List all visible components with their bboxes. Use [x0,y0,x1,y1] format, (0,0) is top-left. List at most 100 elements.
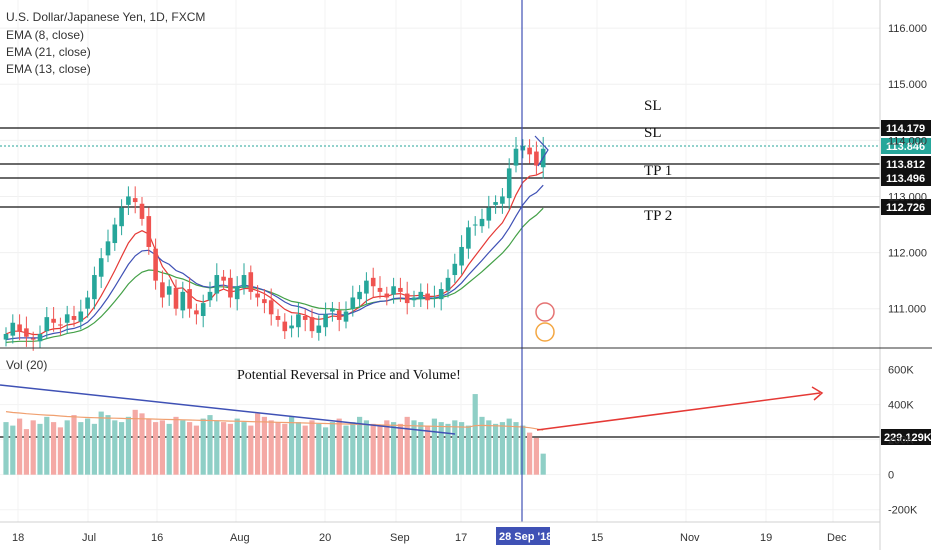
candle-body [44,317,50,332]
tp2-label: TP 2 [644,208,673,224]
volume-legend[interactable]: Vol (20) [6,358,48,372]
candle-body [228,277,233,298]
candle-body [323,314,328,328]
price-tick-label: 111.000 [888,304,926,316]
volume-bar [452,420,458,475]
candle-body [459,246,464,266]
volume-bar [64,420,70,475]
candle-body [30,338,36,340]
volume-bar [438,422,444,475]
ema-21-line [5,207,544,343]
volume-bar [57,427,63,475]
candle-body [24,328,29,337]
drawings: 28 Sep '18 [0,0,824,545]
crosshair-date-label: 28 Sep '18 [499,531,552,543]
candle-body [105,241,111,256]
volume-bar [30,420,36,475]
candle-body [275,316,281,320]
ema-21-legend[interactable]: EMA (21, close) [6,45,91,59]
volume-bar [377,425,383,475]
volume-ma-line [5,411,544,431]
volume-bar [17,418,23,475]
volume-trendline [0,384,456,435]
volume-bar [71,415,77,475]
time-tick-label: 16 [151,532,163,544]
ema-13-legend[interactable]: EMA (13, close) [6,62,91,76]
candle-body [452,263,458,276]
candle-body [166,286,172,295]
price-tick-label: 115.000 [888,79,927,91]
candle-body [336,310,342,320]
candle-body [37,333,43,342]
candle-body [506,168,512,199]
time-tick-label: 19 [760,532,772,544]
time-tick-label: 17 [455,532,467,544]
volume-bar [472,394,478,475]
last-price-label: 113.846 [886,141,925,153]
time-tick-label: 20 [319,532,331,544]
candle-body [126,196,131,205]
volume-bar [282,423,288,475]
level-price-label: 112.726 [886,202,925,214]
candle-body [234,286,240,300]
volume-bar [513,422,519,475]
volume-tick-label: -200K [888,505,918,517]
candle-body [64,314,70,323]
candle-body [513,148,519,166]
sl-label-2: SL [644,125,662,141]
volume-tick-label: 0 [888,470,894,482]
volume-bar [193,425,199,475]
volume-bar [391,422,397,475]
volume-bar [533,437,539,475]
ema-8-legend[interactable]: EMA (8, close) [6,28,85,42]
event-badge-earnings [535,322,555,342]
candle-body [418,291,424,300]
candle-body [343,311,349,322]
volume-bar [425,425,431,475]
reversal-arrow [536,392,821,431]
volume-bar [459,422,465,475]
candle-body [160,282,165,298]
volume-bar [357,416,363,475]
candle-body [214,275,220,294]
volume-bar [261,416,267,475]
time-tick-label: 15 [591,532,603,544]
tp1-label: TP 1 [644,163,673,179]
candle-body [153,248,158,281]
volume-bar [248,425,254,475]
volume-bar [520,425,526,475]
candle-body [330,308,335,312]
candle-body [255,293,260,298]
candle-body [221,276,226,281]
volume-bar [119,422,125,475]
price-tick-label: 116.000 [888,23,927,35]
volume-bar [173,416,179,475]
candle-body [194,310,199,315]
price-tick-label: 113.000 [888,191,927,203]
volume-bar [91,423,97,475]
volume-bar [363,420,369,475]
candle-body [384,293,390,298]
volume-bar [221,422,227,475]
candle-body [262,299,267,304]
volume-bar [479,416,485,475]
candle-body [377,287,383,292]
candle-body [520,145,526,151]
level-price-tag [881,199,931,215]
candle-body [85,297,90,309]
time-tick-label: Dec [827,532,847,544]
candlesticks [3,136,546,351]
pen-stroke [534,135,549,167]
level-price-label: 114.179 [886,123,925,135]
candle-body [432,297,437,299]
candle-body [479,218,485,227]
candle-body [350,297,356,309]
time-tick-label: Aug [230,532,250,544]
volume-bar [329,422,335,475]
candle-body [207,291,213,301]
volume-bar [465,425,471,475]
ema-8-line [5,171,544,336]
volume-bar [153,422,159,475]
candle-body [472,224,478,226]
